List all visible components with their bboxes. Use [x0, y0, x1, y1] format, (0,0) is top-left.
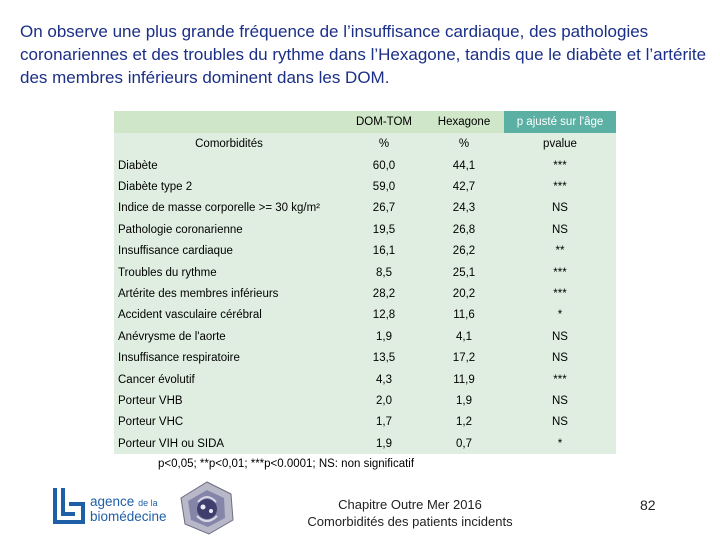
comorbidities-label: Comorbidités — [114, 133, 344, 155]
unit-dom-tom: % — [344, 133, 424, 155]
significance-note: p<0,05; **p<0,01; ***p<0.0001; NS: non s… — [158, 458, 415, 470]
hexagone-value: 26,2 — [424, 240, 504, 262]
row-label: Insuffisance respiratoire — [114, 347, 344, 369]
header-dom-tom: DOM-TOM — [344, 111, 424, 133]
pvalue: ** — [504, 240, 616, 262]
pvalue: * — [504, 304, 616, 327]
dom-tom-value: 1,7 — [344, 411, 424, 434]
footer-line-2: Comorbidités des patients incidents — [307, 514, 513, 529]
footer-line-1: Chapitre Outre Mer 2016 — [338, 497, 482, 512]
table-row: Cancer évolutif 4,3 11,9 *** — [114, 368, 616, 391]
row-label: Insuffisance cardiaque — [114, 240, 344, 262]
dom-tom-value: 28,2 — [344, 283, 424, 305]
row-label: Artérite des membres inférieurs — [114, 283, 344, 305]
hexagone-value: 26,8 — [424, 219, 504, 241]
emblem-icon — [180, 481, 234, 535]
hexagone-value: 1,9 — [424, 390, 504, 412]
hexagone-value: 24,3 — [424, 197, 504, 220]
pvalue: NS — [504, 326, 616, 348]
table-row: Pathologie coronarienne 19,5 26,8 NS — [114, 219, 616, 241]
row-label: Porteur VHC — [114, 411, 344, 434]
dom-tom-value: 16,1 — [344, 240, 424, 262]
unit-pvalue: pvalue — [504, 133, 616, 155]
row-label: Pathologie coronarienne — [114, 219, 344, 241]
table-row: Insuffisance cardiaque 16,1 26,2 ** — [114, 240, 616, 262]
header-p-adjusted: p ajusté sur l'âge — [504, 111, 616, 133]
table-row: Porteur VHB 2,0 1,9 NS — [114, 390, 616, 412]
hexagone-value: 4,1 — [424, 326, 504, 348]
table-row: Indice de masse corporelle >= 30 kg/m² 26… — [114, 197, 616, 220]
agence-biomedecine-logo: agence de la biomédecine — [52, 486, 177, 530]
row-label: Cancer évolutif — [114, 368, 344, 391]
dom-tom-value: 60,0 — [344, 155, 424, 177]
dom-tom-value: 19,5 — [344, 219, 424, 241]
page-number: 82 — [640, 497, 656, 513]
table-row: Porteur VHC 1,7 1,2 NS — [114, 411, 616, 434]
dom-tom-value: 13,5 — [344, 347, 424, 369]
pvalue: *** — [504, 155, 616, 177]
hexagone-value: 20,2 — [424, 283, 504, 305]
table-header-row: DOM-TOM Hexagone p ajusté sur l'âge — [114, 111, 616, 133]
row-label: Porteur VHB — [114, 390, 344, 412]
row-label: Diabète type 2 — [114, 176, 344, 198]
dom-tom-value: 1,9 — [344, 326, 424, 348]
table-row: Anévrysme de l'aorte 1,9 4,1 NS — [114, 326, 616, 348]
comorbidities-table: DOM-TOM Hexagone p ajusté sur l'âge Como… — [114, 111, 616, 455]
header-hexagone: Hexagone — [424, 111, 504, 133]
logo-word-biomedecine: biomédecine — [90, 509, 167, 524]
hexagone-value: 42,7 — [424, 176, 504, 198]
dom-tom-value: 12,8 — [344, 304, 424, 327]
pvalue: *** — [504, 368, 616, 391]
dom-tom-value: 59,0 — [344, 176, 424, 198]
dom-tom-value: 8,5 — [344, 261, 424, 284]
hexagone-value: 11,6 — [424, 304, 504, 327]
logo-mark-icon — [53, 488, 85, 524]
hexagone-value: 0,7 — [424, 433, 504, 455]
dom-tom-value: 4,3 — [344, 368, 424, 391]
intro-paragraph: On observe une plus grande fréquence de … — [20, 22, 707, 87]
header-empty-cell — [114, 111, 344, 133]
pvalue: *** — [504, 176, 616, 198]
hexagone-value: 25,1 — [424, 261, 504, 284]
logo-text: agence de la biomédecine — [90, 495, 167, 524]
pvalue: *** — [504, 283, 616, 305]
table-row: Diabète type 2 59,0 42,7 *** — [114, 176, 616, 198]
table-row: Troubles du rythme 8,5 25,1 *** — [114, 261, 616, 284]
hexagone-value: 1,2 — [424, 411, 504, 434]
table-units-row: Comorbidités % % pvalue — [114, 133, 616, 155]
logo-word-agence: agence — [90, 494, 135, 509]
table-row: Artérite des membres inférieurs 28,2 20,2 *… — [114, 283, 616, 305]
pvalue: NS — [504, 411, 616, 434]
hexagone-value: 11,9 — [424, 368, 504, 391]
table-row: Insuffisance respiratoire 13,5 17,2 NS — [114, 347, 616, 369]
footer-caption: Chapitre Outre Mer 2016 Comorbidités des… — [290, 496, 530, 530]
pvalue: NS — [504, 219, 616, 241]
unit-hexagone: % — [424, 133, 504, 155]
dom-tom-value: 26,7 — [344, 197, 424, 220]
pvalue: NS — [504, 197, 616, 220]
logo-word-de-la: de la — [138, 498, 158, 508]
pvalue: NS — [504, 390, 616, 412]
pvalue: NS — [504, 347, 616, 369]
table-row: Diabète 60,0 44,1 *** — [114, 155, 616, 177]
row-label: Indice de masse corporelle >= 30 kg/m² — [114, 197, 344, 220]
hexagone-value: 44,1 — [424, 155, 504, 177]
table-row: Porteur VIH ou SIDA 1,9 0,7 * — [114, 433, 616, 455]
row-label: Accident vasculaire cérébral — [114, 304, 344, 327]
row-label: Troubles du rythme — [114, 261, 344, 284]
hexagone-value: 17,2 — [424, 347, 504, 369]
dom-tom-value: 2,0 — [344, 390, 424, 412]
table-row: Accident vasculaire cérébral 12,8 11,6 * — [114, 304, 616, 327]
pvalue: * — [504, 433, 616, 455]
row-label: Diabète — [114, 155, 344, 177]
row-label: Porteur VIH ou SIDA — [114, 433, 344, 455]
row-label: Anévrysme de l'aorte — [114, 326, 344, 348]
pvalue: *** — [504, 261, 616, 284]
dom-tom-value: 1,9 — [344, 433, 424, 455]
